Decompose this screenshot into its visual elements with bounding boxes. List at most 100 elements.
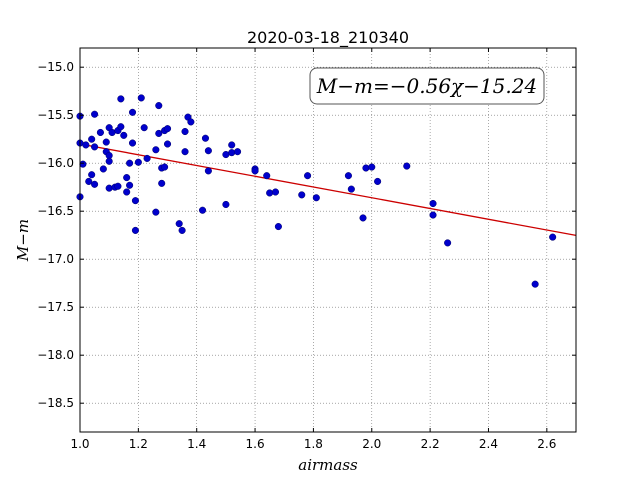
- data-point: [117, 123, 125, 131]
- data-point: [429, 199, 437, 208]
- data-point: [126, 181, 134, 189]
- y-tick-label: −17.0: [37, 252, 74, 266]
- ticks-layer: 1.0 1.2 1.4 1.6 1.8 2.0 2.2 2.4 2.6 −15.0 −15.5 −16…: [37, 48, 576, 451]
- x-tick-label: 1.6: [246, 437, 265, 451]
- y-tick-label: −18.5: [37, 396, 74, 410]
- data-point: [271, 188, 280, 196]
- x-tick-label: 1.8: [304, 437, 323, 451]
- data-point: [140, 124, 148, 132]
- data-point: [201, 134, 210, 142]
- data-point: [128, 108, 137, 116]
- data-point: [298, 191, 306, 199]
- data-point: [531, 280, 539, 288]
- data-point: [120, 131, 128, 139]
- data-point: [263, 172, 271, 180]
- data-point: [85, 177, 93, 185]
- data-point: [274, 223, 282, 231]
- data-point: [96, 128, 104, 137]
- data-point: [88, 135, 96, 143]
- y-axis-label: M−m: [14, 219, 32, 262]
- data-point: [175, 220, 183, 228]
- x-tick-label: 1.0: [70, 437, 89, 451]
- data-point: [181, 148, 189, 156]
- data-point: [105, 157, 113, 165]
- data-point: [312, 194, 320, 202]
- x-tick-label: 1.2: [129, 437, 148, 451]
- data-point: [368, 163, 376, 171]
- data-point: [181, 127, 189, 136]
- data-point: [82, 141, 90, 149]
- data-point: [79, 160, 87, 168]
- x-tick-label: 1.4: [187, 437, 206, 451]
- data-point: [187, 118, 195, 126]
- data-point: [163, 125, 172, 133]
- data-point: [105, 184, 113, 192]
- data-point: [88, 171, 96, 179]
- data-point: [99, 165, 107, 173]
- data-point: [444, 239, 452, 247]
- annotation-box: [309, 67, 545, 105]
- y-tick-label: −15.0: [37, 60, 74, 74]
- data-point: [155, 102, 163, 110]
- data-point: [374, 177, 382, 185]
- data-point: [152, 208, 160, 216]
- data-point: [204, 147, 212, 155]
- data-point: [161, 163, 169, 171]
- y-tick-label: −16.5: [37, 204, 74, 218]
- data-point: [102, 138, 110, 146]
- y-tick-label: −15.5: [37, 108, 74, 122]
- y-tick-label: −16.0: [37, 156, 74, 170]
- data-point: [178, 226, 186, 234]
- chart-title: 2020-03-18_210340: [247, 28, 409, 48]
- data-point: [134, 158, 142, 166]
- plot-frame: [79, 47, 577, 433]
- data-point: [403, 162, 411, 170]
- data-point: [344, 172, 352, 180]
- data-point: [222, 200, 230, 209]
- data-point: [266, 189, 274, 197]
- data-point: [234, 148, 242, 156]
- data-point: [251, 167, 259, 175]
- data-point: [158, 179, 166, 187]
- x-tick-label: 2.4: [479, 437, 498, 451]
- fit-line: [79, 143, 577, 237]
- data-point: [126, 159, 134, 167]
- annotation-text: M−m=−0.56χ−15.24: [316, 74, 537, 98]
- data-point: [198, 206, 207, 214]
- fit-annotation: M−m=−0.56χ−15.24: [309, 67, 545, 105]
- data-point: [143, 154, 151, 162]
- data-point: [347, 185, 355, 193]
- data-point: [137, 94, 145, 102]
- y-tick-label: −17.5: [37, 300, 74, 314]
- data-point: [91, 110, 99, 118]
- x-tick-label: 2.0: [362, 437, 381, 451]
- data-point: [163, 140, 172, 148]
- data-point: [304, 172, 312, 180]
- y-tick-label: −18.0: [37, 348, 74, 362]
- data-point: [91, 180, 99, 188]
- data-point: [228, 141, 236, 149]
- data-point: [131, 226, 139, 234]
- data-point: [117, 95, 125, 103]
- data-point: [123, 188, 131, 196]
- data-point: [228, 149, 236, 157]
- data-point: [359, 214, 367, 222]
- data-point: [362, 164, 370, 172]
- data-point: [131, 197, 139, 205]
- data-point: [123, 174, 131, 182]
- data-point: [128, 139, 137, 147]
- plot-area: 1.0 1.2 1.4 1.6 1.8 2.0 2.2 2.4 2.6 −15.0 −15.5 −16…: [37, 47, 577, 451]
- data-point: [155, 129, 163, 137]
- data-point: [152, 146, 160, 154]
- data-point: [114, 182, 122, 190]
- data-point: [429, 211, 437, 219]
- fit-layer: [79, 143, 577, 237]
- data-point: [549, 233, 557, 241]
- points-layer: [76, 94, 557, 288]
- data-point: [204, 167, 212, 175]
- x-axis-label: airmass: [298, 456, 358, 474]
- x-tick-label: 2.6: [537, 437, 556, 451]
- x-tick-label: 2.2: [421, 437, 440, 451]
- data-point: [91, 143, 99, 151]
